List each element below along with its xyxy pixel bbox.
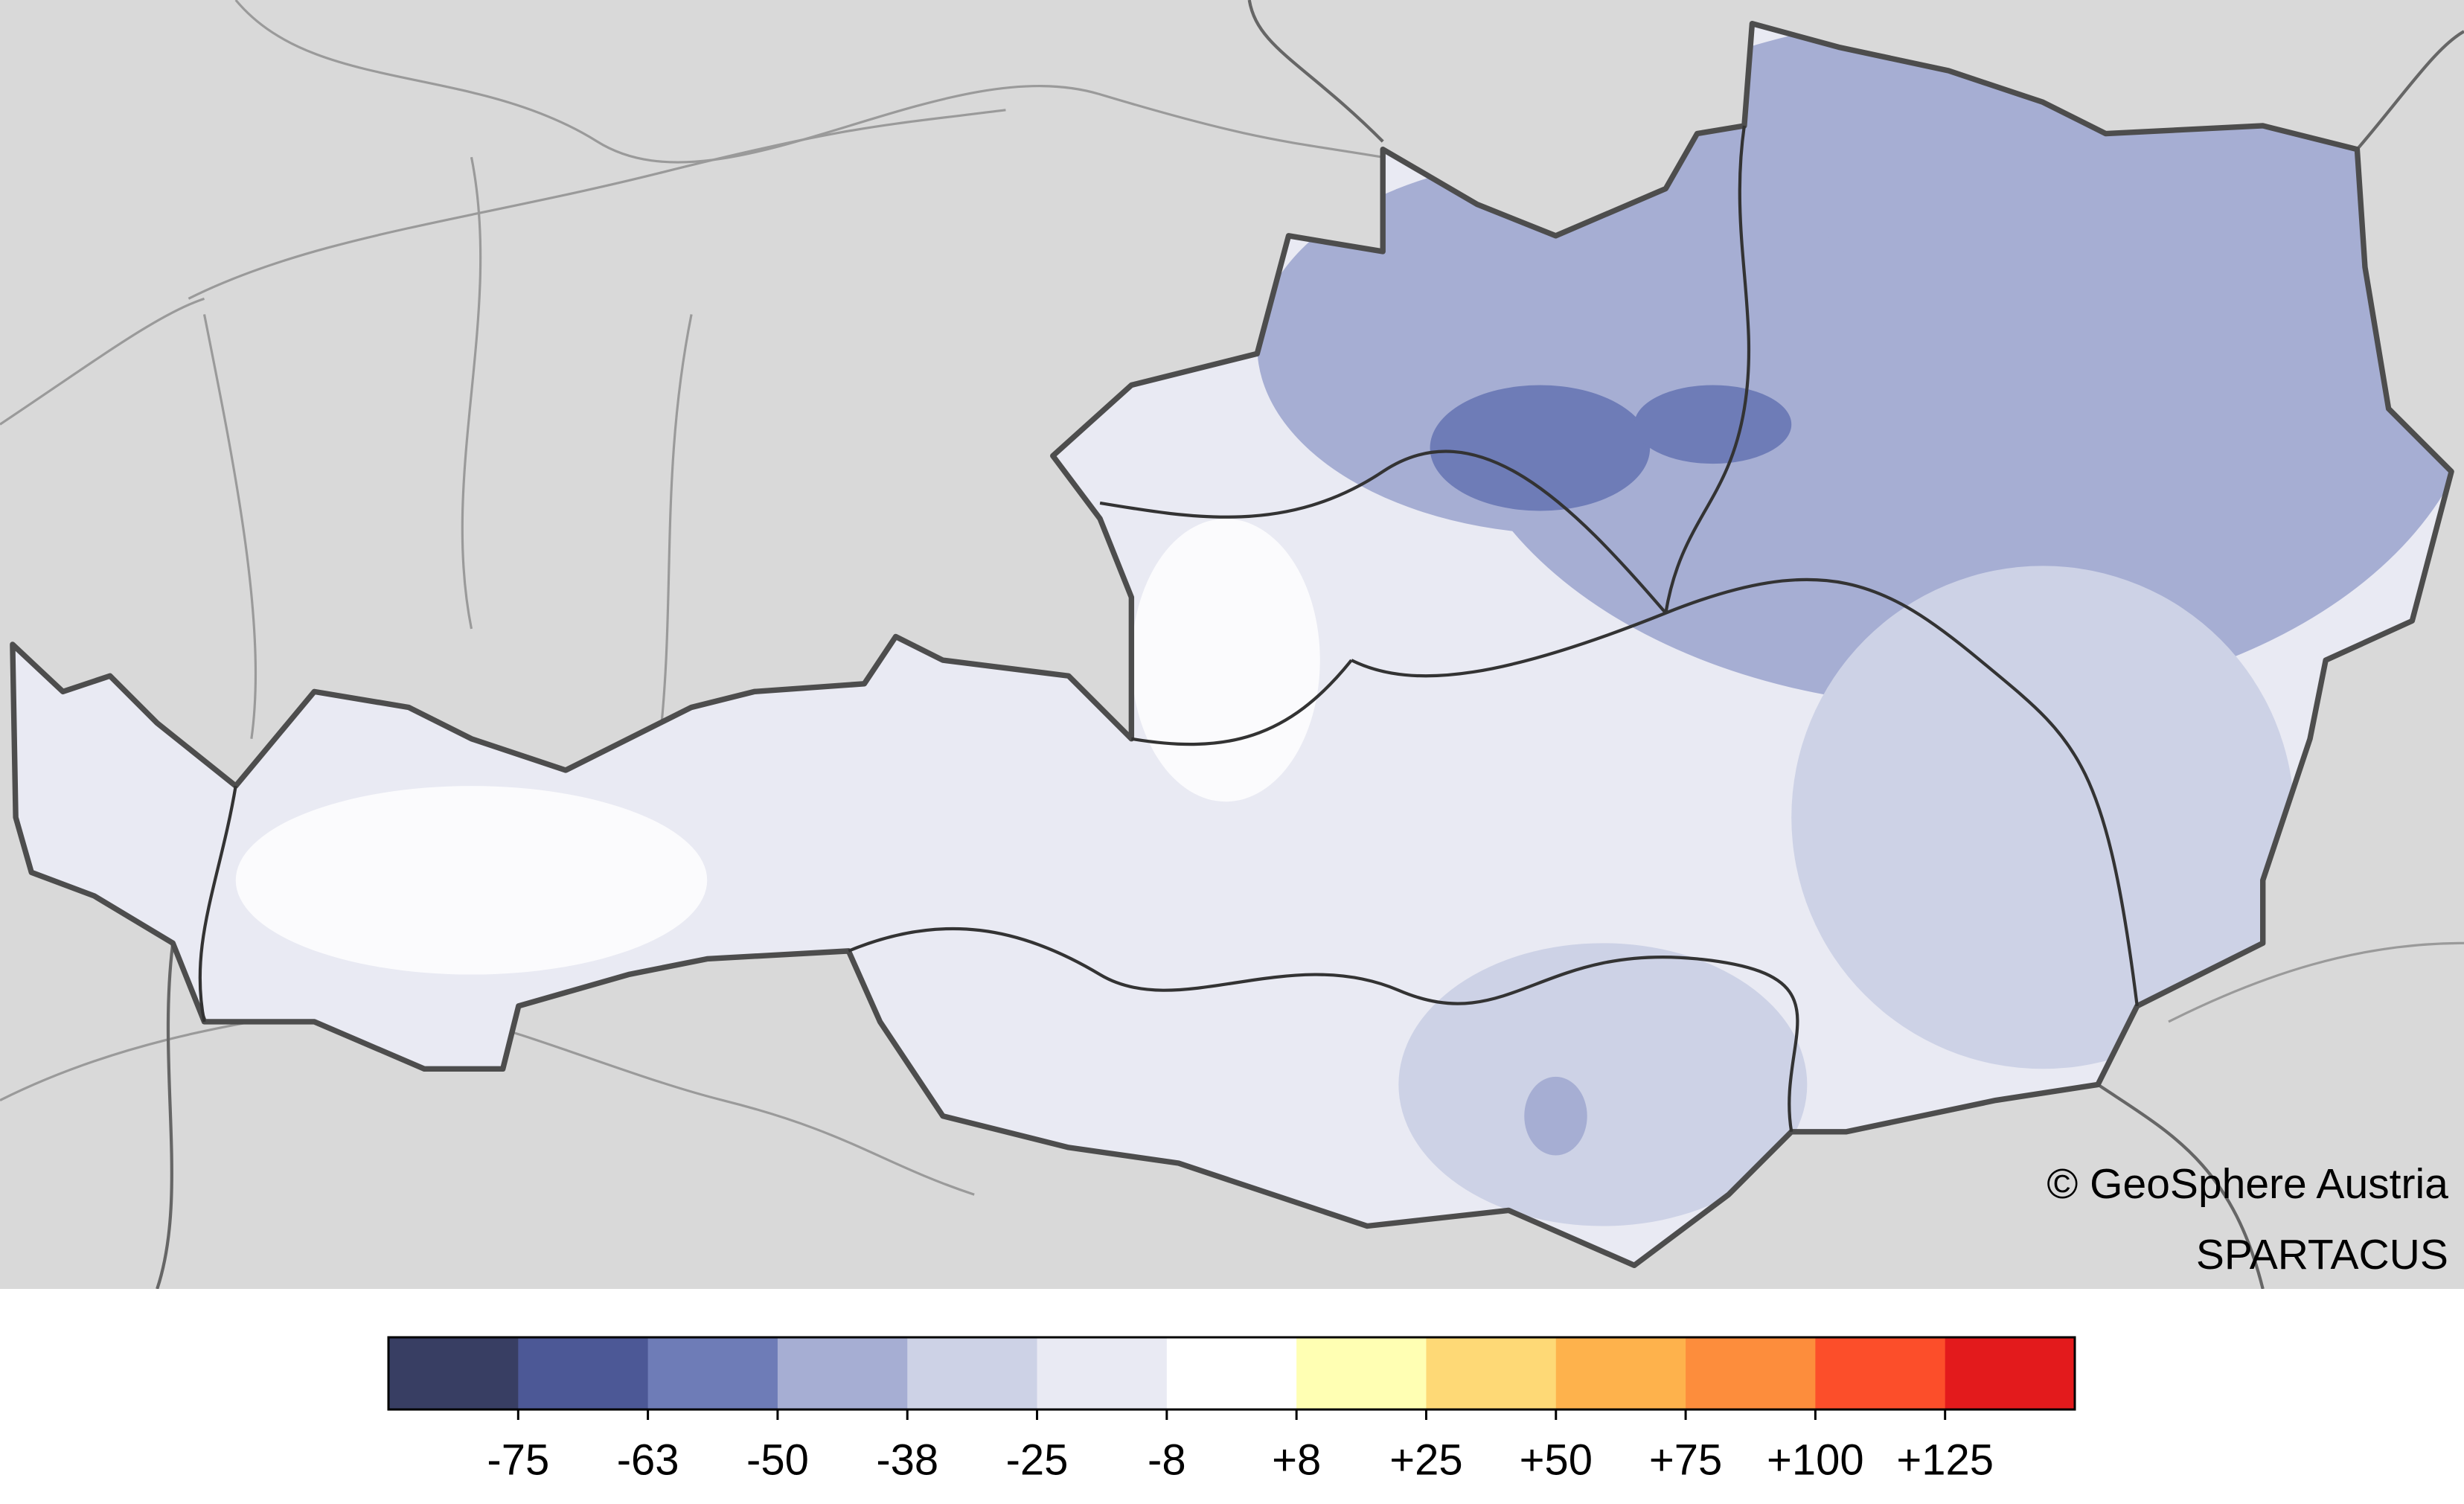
map: © GeoSphere Austria SPARTACUS xyxy=(0,0,2464,1289)
tick-label: +50 xyxy=(1520,1436,1593,1484)
field-area xyxy=(1791,566,2294,1069)
colorbar-frame xyxy=(387,1336,2076,1411)
field-area xyxy=(1634,385,1792,464)
tick-label: +25 xyxy=(1389,1436,1462,1484)
color-segment xyxy=(907,1337,1038,1409)
color-segment xyxy=(1555,1337,1686,1409)
field-area xyxy=(1398,943,1808,1226)
field-area xyxy=(1524,1076,1587,1156)
tick-label: -8 xyxy=(1148,1436,1186,1484)
color-segment xyxy=(388,1337,519,1409)
tick-label: -50 xyxy=(746,1436,809,1484)
color-segment xyxy=(1296,1337,1427,1409)
country-border xyxy=(10,20,2454,1269)
color-segment xyxy=(1166,1337,1297,1409)
color-segment xyxy=(1815,1337,1946,1409)
color-segment xyxy=(518,1337,649,1409)
neighbour-borders xyxy=(156,0,2464,1289)
color-segment xyxy=(1686,1337,1816,1409)
state-borders xyxy=(198,125,2139,1133)
color-segment xyxy=(1426,1337,1557,1409)
tick-label: -75 xyxy=(487,1436,549,1484)
credit: SPARTACUS xyxy=(2196,1231,2448,1279)
credit: © GeoSphere Austria xyxy=(2047,1160,2448,1208)
field-area xyxy=(1131,519,1320,802)
tick-label: -38 xyxy=(876,1436,938,1484)
tick-label: +125 xyxy=(1896,1436,1994,1484)
field-area xyxy=(235,786,708,975)
color-segment xyxy=(1945,1337,2076,1409)
tick-label: -63 xyxy=(617,1436,679,1484)
legend: -75 -63 -50 -38 -25 -8 +8 +25 +50 +75 +100 +125 xyxy=(387,1336,2076,1484)
tick-label: +75 xyxy=(1649,1436,1722,1484)
tick-label: +8 xyxy=(1272,1436,1321,1484)
tick-label: -25 xyxy=(1006,1436,1069,1484)
field-area xyxy=(1430,385,1651,511)
color-segment xyxy=(647,1337,778,1409)
color-segment xyxy=(1037,1337,1168,1409)
color-segment xyxy=(777,1337,908,1409)
tick-label: +100 xyxy=(1767,1436,1864,1484)
